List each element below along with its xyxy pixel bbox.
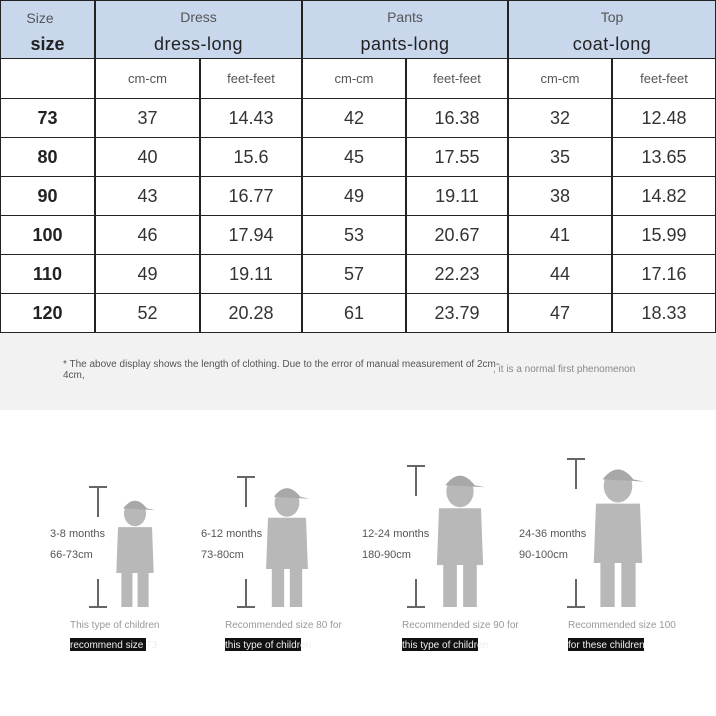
figures: 3-8 months 66-73cm This type of children re…	[50, 458, 676, 651]
cell: 17.55	[406, 137, 508, 177]
age: 3-8 months	[50, 528, 106, 540]
cell: 16.77	[200, 176, 302, 216]
cell: 43	[95, 176, 200, 216]
cell: 15.6	[200, 137, 302, 177]
kid-leg	[121, 571, 133, 607]
cell: 44	[508, 254, 612, 294]
range: 73-80cm	[201, 549, 244, 561]
note-tail: , it is a normal first phenomenon	[493, 364, 636, 375]
cell: 61	[302, 293, 406, 333]
size-value: 73	[0, 98, 95, 138]
caption-bg	[402, 638, 478, 651]
kid-leg	[137, 571, 149, 607]
cell: 16.38	[406, 98, 508, 138]
cell: 47	[508, 293, 612, 333]
cell: 57	[302, 254, 406, 294]
caption: Recommended size 100 for these children	[568, 620, 676, 651]
group-sub: dress-long	[153, 33, 244, 54]
cell: 52	[95, 293, 200, 333]
caption-bg	[568, 638, 644, 651]
kid-leg	[463, 562, 477, 607]
cell: 49	[302, 176, 406, 216]
cell: 14.43	[200, 98, 302, 138]
unit: feet-feet	[200, 58, 302, 99]
size-table: Size size Dress dress-long Pants pants-long To…	[0, 0, 716, 333]
cell: 41	[508, 215, 612, 255]
cell: 20.28	[200, 293, 302, 333]
caption: Recommended size 80 for this type of chil…	[225, 620, 342, 651]
age: 12-24 months	[362, 528, 430, 540]
kid-body	[116, 527, 154, 573]
unit: cm-cm	[508, 58, 612, 99]
caption-bg	[70, 638, 146, 651]
range: 90-100cm	[519, 549, 568, 561]
kid-leg	[600, 560, 615, 607]
kid-cap	[123, 500, 156, 511]
kid-leg	[443, 562, 457, 607]
kid-leg	[289, 567, 303, 607]
kid-body	[436, 508, 484, 565]
cell: 20.67	[406, 215, 508, 255]
cell: 12.48	[612, 98, 716, 138]
kid-leg	[271, 567, 285, 607]
kid-body	[593, 503, 643, 563]
cell: 49	[95, 254, 200, 294]
cell: 13.65	[612, 137, 716, 177]
age: 6-12 months	[201, 528, 263, 540]
cell: 23.79	[406, 293, 508, 333]
cell: 45	[302, 137, 406, 177]
cell: 17.16	[612, 254, 716, 294]
size-value: 120	[0, 293, 95, 333]
unit-cell	[0, 58, 95, 99]
range: 66-73cm	[50, 549, 93, 561]
group-name: Dress	[180, 9, 217, 25]
group-sub: coat-long	[572, 33, 652, 54]
size-value: 80	[0, 137, 95, 177]
size-top: Size	[26, 10, 54, 26]
unit: cm-cm	[95, 58, 200, 99]
range: 180-90cm	[362, 549, 411, 561]
caption: This type of children recommend size 73	[70, 620, 160, 651]
unit: cm-cm	[302, 58, 406, 99]
size-bottom: size	[30, 33, 65, 54]
group-name: Pants	[387, 9, 423, 25]
cell: 40	[95, 137, 200, 177]
group-sub: pants-long	[360, 33, 450, 54]
age: 24-36 months	[519, 528, 587, 540]
cell: 22.23	[406, 254, 508, 294]
cell: 35	[508, 137, 612, 177]
cell: 15.99	[612, 215, 716, 255]
kid-body	[266, 517, 308, 569]
group-name: Top	[600, 9, 624, 25]
cell: 42	[302, 98, 406, 138]
cell: 17.94	[200, 215, 302, 255]
cell: 53	[302, 215, 406, 255]
size-value: 110	[0, 254, 95, 294]
kid-cap	[602, 469, 645, 482]
cell: 19.11	[406, 176, 508, 216]
kid-cap	[445, 475, 486, 488]
note-box: * The above display shows the length of …	[0, 333, 716, 410]
cell: 19.11	[200, 254, 302, 294]
cell: 32	[508, 98, 612, 138]
kid-leg	[621, 560, 636, 607]
size-value: 90	[0, 176, 95, 216]
caption-bg	[225, 638, 301, 651]
unit: feet-feet	[406, 58, 508, 99]
caption: Recommended size 90 for this type of chil…	[402, 620, 519, 651]
cell: 37	[95, 98, 200, 138]
cell: 38	[508, 176, 612, 216]
cell: 18.33	[612, 293, 716, 333]
cell: 14.82	[612, 176, 716, 216]
size-value: 100	[0, 215, 95, 255]
unit: feet-feet	[612, 58, 716, 99]
kid-cap	[273, 488, 310, 499]
cell: 46	[95, 215, 200, 255]
note: * The above display shows the length of …	[63, 359, 500, 381]
